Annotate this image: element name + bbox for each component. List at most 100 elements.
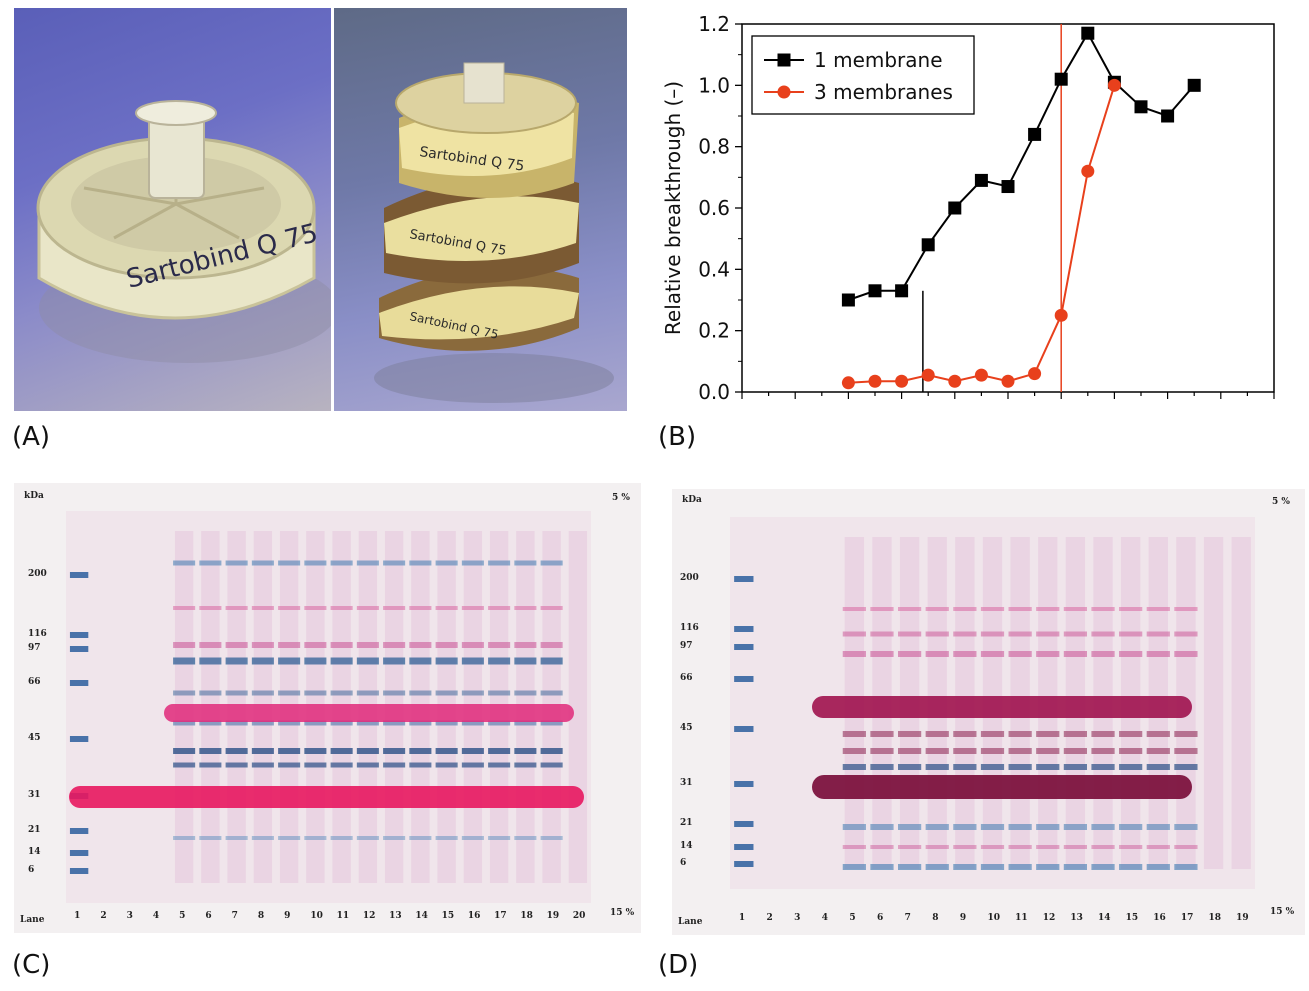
mw-marker-label: 14 xyxy=(28,847,41,857)
sample-band xyxy=(1063,631,1087,637)
sample-band xyxy=(225,720,248,726)
sample-band xyxy=(330,642,353,648)
sample-band xyxy=(1091,864,1115,870)
sample-band xyxy=(925,764,949,770)
mw-marker-label: 31 xyxy=(680,778,693,788)
sample-band xyxy=(278,560,301,566)
sample-band xyxy=(1174,748,1198,754)
sample-band xyxy=(409,836,432,840)
sample-band xyxy=(898,864,922,870)
panel-label-a: (A) xyxy=(12,422,51,452)
gel-c-bottom-percent: 15 % xyxy=(610,908,635,918)
lane-streak xyxy=(1231,537,1251,869)
sample-band xyxy=(1174,651,1198,657)
mw-marker-label: 6 xyxy=(680,858,687,868)
sample-band xyxy=(980,845,1005,849)
sample-band xyxy=(461,606,484,610)
sample-band xyxy=(330,762,353,768)
sample-band xyxy=(1146,748,1170,754)
mw-marker-label: 97 xyxy=(28,643,41,653)
sample-band xyxy=(409,657,432,665)
sample-band xyxy=(435,606,458,610)
sample-band xyxy=(1008,631,1032,637)
sample-band xyxy=(514,690,537,696)
sample-band xyxy=(225,657,248,665)
sample-band xyxy=(898,748,922,754)
lane-number-label: 20 xyxy=(572,911,586,921)
data-point-1-membrane xyxy=(1134,100,1148,114)
major-protein-band xyxy=(69,786,584,808)
sample-band xyxy=(199,720,222,726)
lane-number-label: 1 xyxy=(738,913,746,923)
sample-band xyxy=(1063,864,1087,870)
lane-number-label: 11 xyxy=(336,911,350,921)
sample-band xyxy=(330,657,353,665)
sample-band xyxy=(1008,824,1032,830)
sample-band xyxy=(1146,631,1170,637)
lane-number-label: 3 xyxy=(794,913,801,923)
sample-band xyxy=(356,762,379,768)
sample-band xyxy=(251,748,274,754)
sample-band xyxy=(409,748,432,754)
sample-band xyxy=(980,731,1005,737)
sample-band xyxy=(842,731,866,737)
sample-band xyxy=(461,657,484,665)
mw-marker-label: 45 xyxy=(28,733,41,743)
sample-band xyxy=(173,606,196,610)
sample-band xyxy=(225,836,248,840)
marker-band xyxy=(69,868,89,874)
sample-band xyxy=(980,631,1005,637)
data-point-3-membranes xyxy=(1054,308,1068,322)
y-tick-label: 0.4 xyxy=(698,257,730,281)
sample-band xyxy=(278,762,301,768)
sample-band xyxy=(980,651,1005,657)
sample-band xyxy=(1146,607,1170,611)
sample-band xyxy=(953,631,977,637)
sample-band xyxy=(1174,731,1198,737)
sample-band xyxy=(173,762,196,768)
sample-band xyxy=(488,762,511,768)
sample-band xyxy=(435,642,458,648)
sample-band xyxy=(173,657,196,665)
lane-number-label: 9 xyxy=(284,911,291,921)
marker-band xyxy=(69,736,89,742)
sample-band xyxy=(435,720,458,726)
gel-c-bands xyxy=(66,511,591,903)
sample-band xyxy=(251,762,274,768)
sample-band xyxy=(540,642,563,648)
lane-number-label: 10 xyxy=(310,911,323,921)
data-point-1-membrane xyxy=(1187,78,1201,92)
data-point-3-membranes xyxy=(974,368,988,382)
sample-band xyxy=(1119,631,1143,637)
sample-band xyxy=(540,748,563,754)
sample-band xyxy=(1146,651,1170,657)
mw-marker-label: 21 xyxy=(680,818,693,828)
sample-band xyxy=(870,764,894,770)
sample-band xyxy=(278,836,301,840)
lane-number-label: 13 xyxy=(389,911,402,921)
sample-band xyxy=(925,731,949,737)
sample-band xyxy=(1036,824,1060,830)
lane-number-label: 4 xyxy=(152,911,160,921)
sample-band xyxy=(199,762,222,768)
marker-band xyxy=(734,626,754,632)
sample-band xyxy=(1119,824,1143,830)
sample-band xyxy=(870,607,894,611)
data-point-1-membrane xyxy=(1161,109,1175,123)
sample-band xyxy=(356,657,379,665)
legend-marker-square xyxy=(777,53,791,67)
data-point-1-membrane xyxy=(1028,127,1042,141)
sample-band xyxy=(225,606,248,610)
panel-label-b: (B) xyxy=(658,422,697,452)
sample-band xyxy=(1091,631,1115,637)
sample-band xyxy=(461,762,484,768)
lane-number-label: 10 xyxy=(987,913,1001,923)
sample-band xyxy=(1008,651,1032,657)
sample-band xyxy=(251,720,274,726)
data-point-3-membranes xyxy=(841,376,855,390)
lane-number-label: 15 xyxy=(1125,913,1139,923)
mw-marker-label: 97 xyxy=(680,641,693,651)
lane-number-label: 6 xyxy=(205,911,212,921)
y-tick-label: 0.2 xyxy=(698,319,730,343)
sample-band xyxy=(173,642,196,648)
